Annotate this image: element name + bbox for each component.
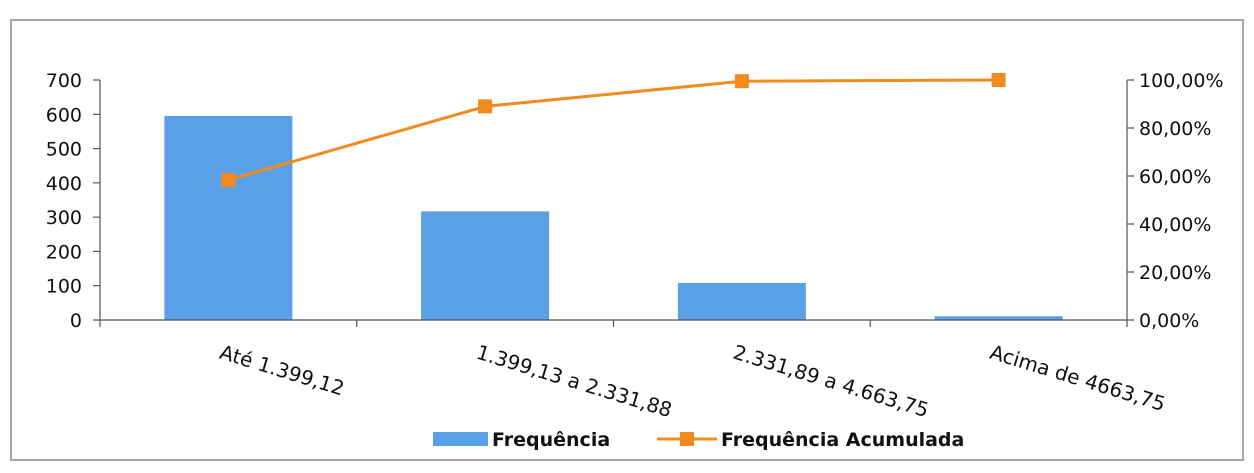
y-left-tick-label: 400 — [46, 173, 82, 195]
bar-1 — [164, 116, 293, 320]
y-left-tick-label: 500 — [46, 139, 82, 161]
line-series — [221, 73, 1006, 188]
y-right-tick-label: 20,00% — [1139, 262, 1211, 284]
y-left-tick-label: 700 — [46, 70, 82, 92]
bar-4 — [934, 316, 1063, 320]
y-right-tick-label: 0,00% — [1139, 310, 1199, 332]
cumulative-marker — [734, 74, 749, 89]
axes: 0 100 200 300 400 500 600 700 0,00% 20,00% 40,00% 6… — [46, 70, 1224, 332]
y-right-tick-label: 40,00% — [1139, 214, 1211, 236]
y-left-tick-label: 600 — [46, 104, 82, 126]
bar-series — [164, 116, 1063, 320]
y-left-tick-label: 0 — [70, 310, 82, 332]
cumulative-marker — [221, 173, 236, 188]
y-left-tick-label: 100 — [46, 276, 82, 298]
y-right-tick-label: 80,00% — [1139, 118, 1211, 140]
legend-label-frequencia-acumulada: Frequência Acumulada — [721, 429, 964, 451]
y-left-tick-label: 200 — [46, 241, 82, 263]
cumulative-marker — [991, 73, 1006, 87]
legend-label-frequencia: Frequência — [492, 429, 610, 451]
legend: Frequência Frequência Acumulada — [433, 429, 964, 451]
bar-2 — [421, 211, 550, 320]
cumulative-line — [227, 78, 999, 182]
y-right-tick-label: 60,00% — [1139, 166, 1211, 188]
y-right-tick-label: 100,00% — [1139, 70, 1224, 92]
legend-swatch-frequencia — [433, 432, 488, 446]
y-left-tick-label: 300 — [46, 207, 82, 229]
bar-3 — [677, 282, 806, 320]
legend-marker-frequencia-acumulada — [680, 432, 694, 446]
cumulative-marker — [478, 99, 493, 114]
